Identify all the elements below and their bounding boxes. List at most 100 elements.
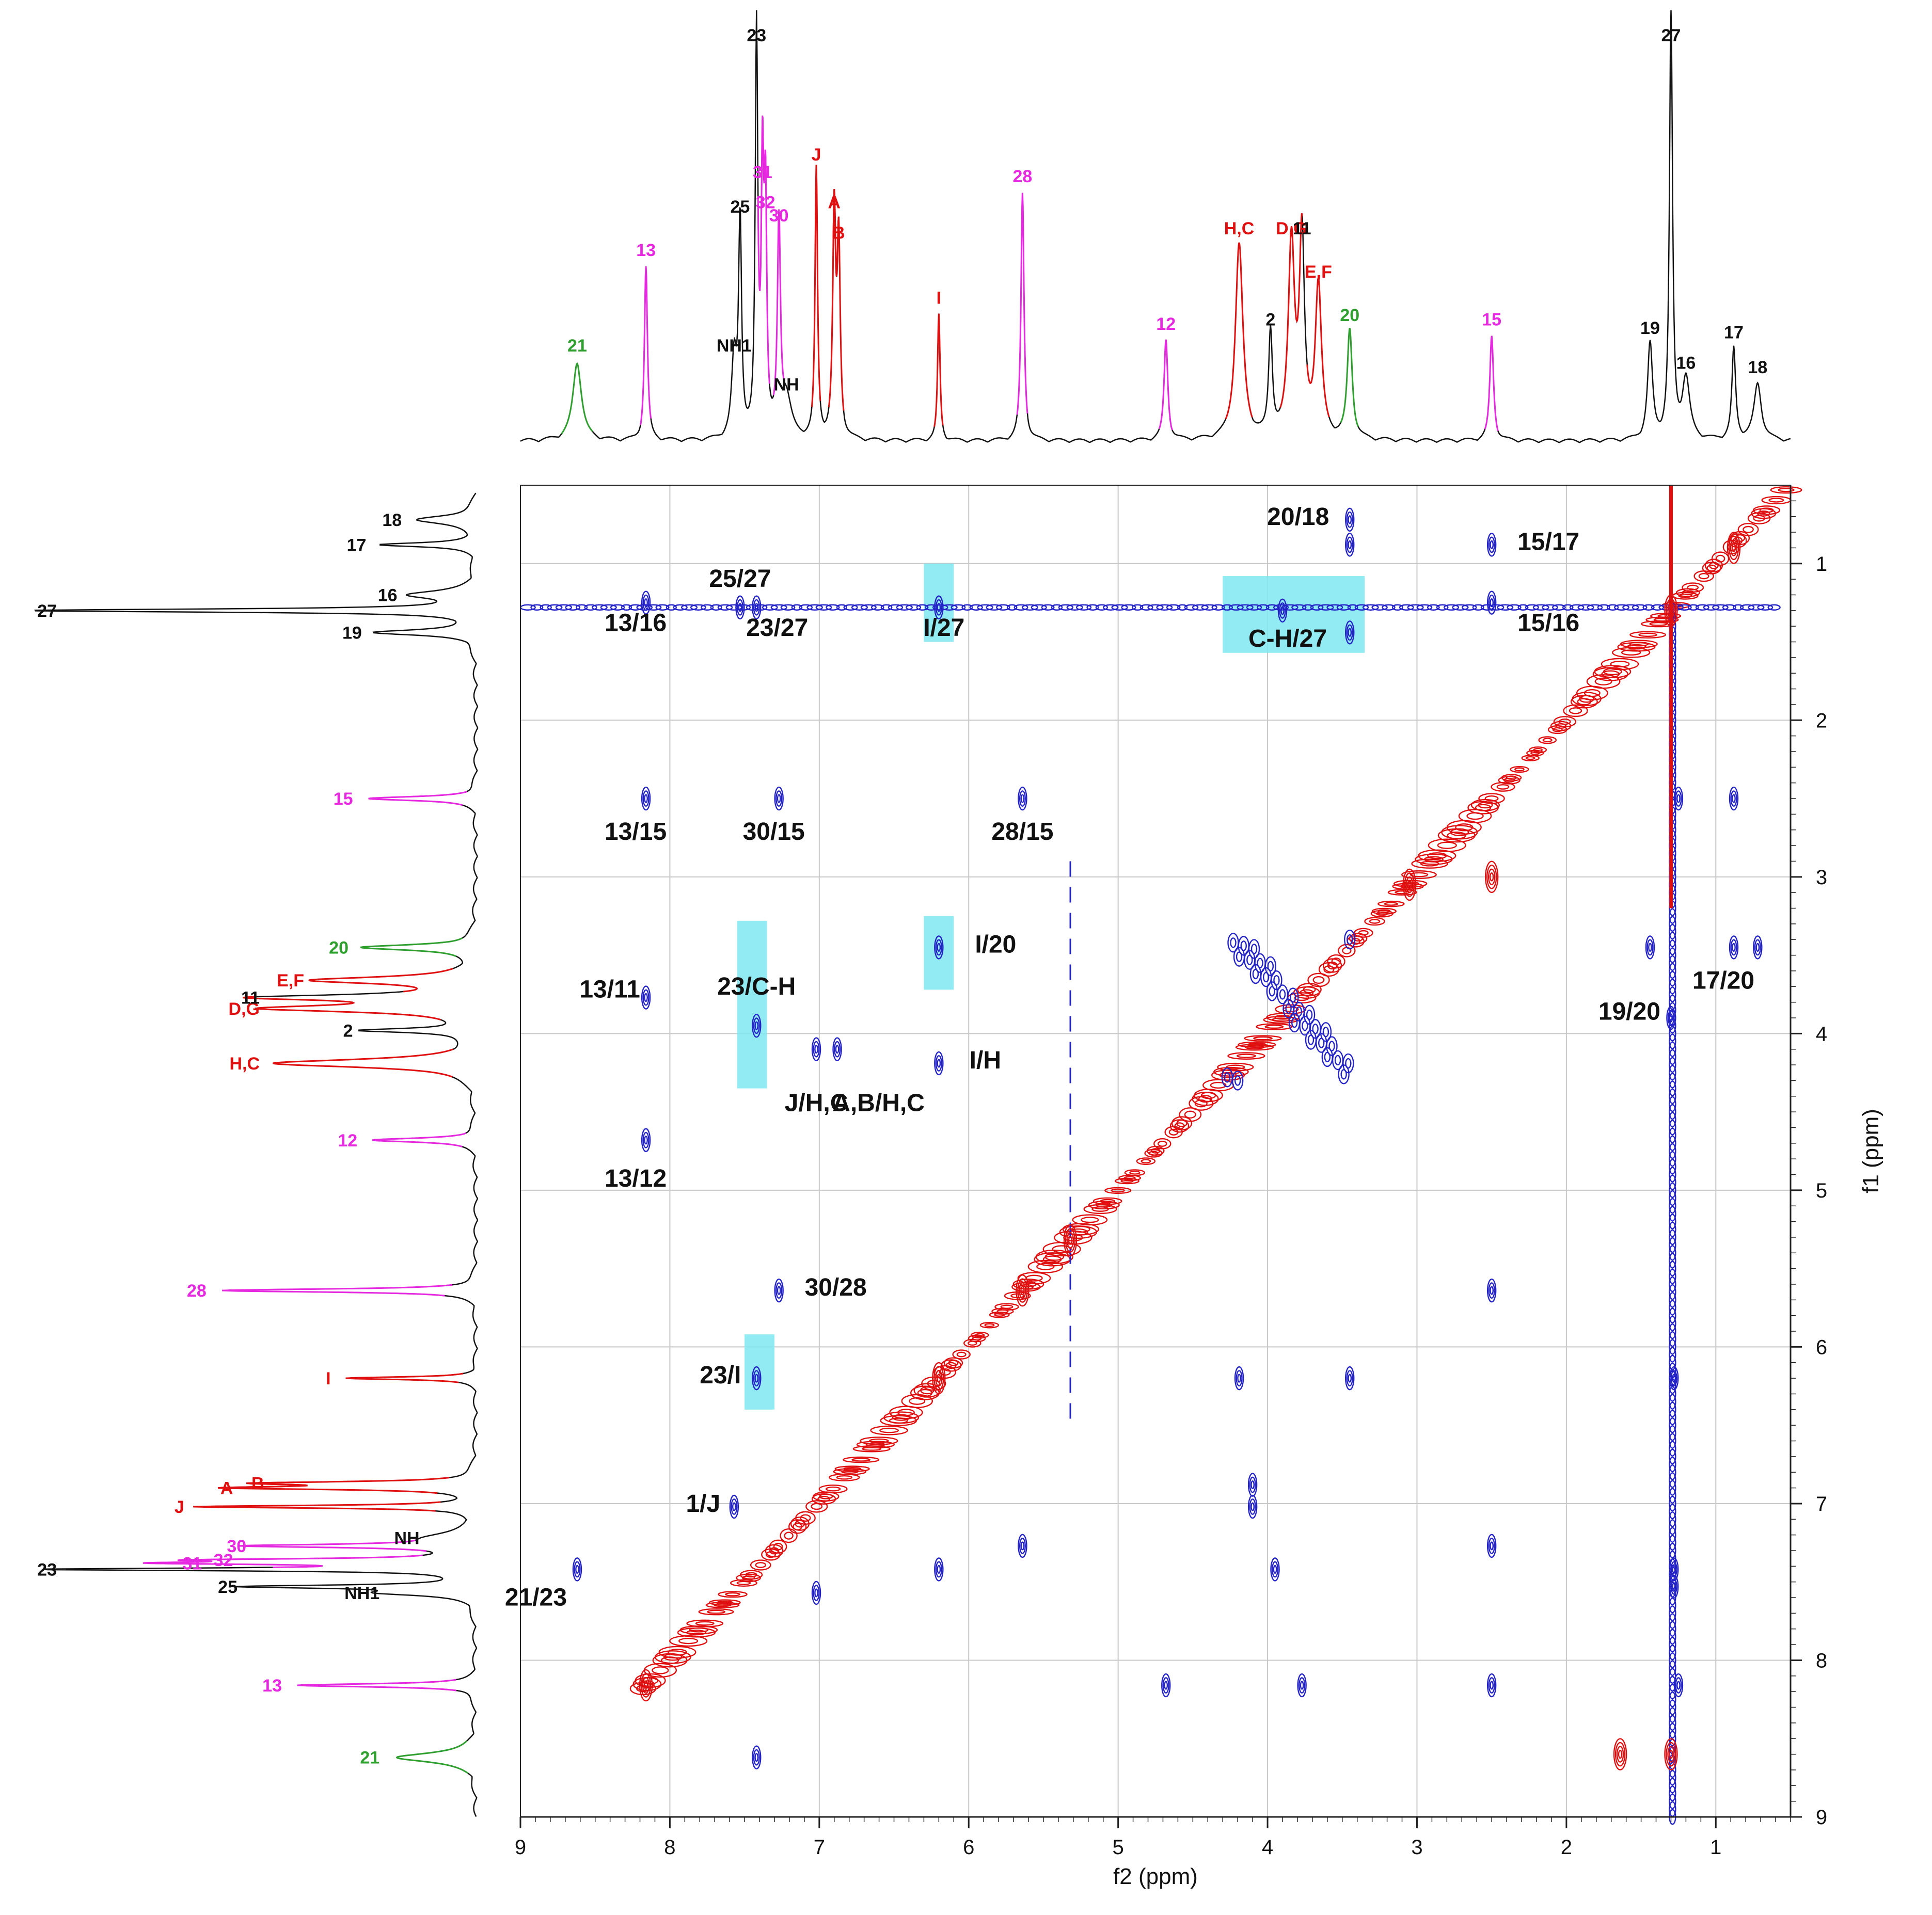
cross-peak-contour xyxy=(1237,1374,1241,1383)
vertical-ridge-contour xyxy=(1669,1268,1676,1285)
cross-peak-contour xyxy=(1675,790,1682,807)
left-peak-label: I xyxy=(326,1369,330,1389)
negative-peak-contour xyxy=(1664,594,1678,627)
ridge-contour xyxy=(1597,604,1610,611)
ridge-contour xyxy=(851,604,868,611)
diagonal-contour xyxy=(1235,1044,1274,1051)
cross-peak-contour xyxy=(1754,939,1761,956)
ridge-contour xyxy=(1748,604,1765,611)
diagonal-contour xyxy=(1547,725,1567,735)
cross-peak-contour xyxy=(736,599,743,616)
vertical-ridge-contour xyxy=(1669,1080,1676,1096)
crosspeak-label: 17/20 xyxy=(1692,967,1754,994)
y-tick-label: 5 xyxy=(1816,1179,1827,1202)
diagonal-contour xyxy=(952,1349,971,1360)
diagonal-contour xyxy=(1510,765,1529,773)
diagonal-contour xyxy=(1525,756,1535,760)
ridge-contour xyxy=(1184,604,1199,611)
cluster-contour xyxy=(1340,1069,1347,1080)
diagonal-contour xyxy=(1437,841,1457,849)
ridge-contour xyxy=(1651,604,1665,611)
negative-peak-contour xyxy=(1489,872,1494,882)
crosspeak-label: 13/15 xyxy=(605,818,667,845)
left-spectrum-trace xyxy=(34,492,479,1817)
vertical-ridge-contour xyxy=(1669,1057,1676,1073)
cluster-contour xyxy=(1236,951,1243,962)
cross-peak-contour xyxy=(1645,935,1655,960)
diagonal-contour xyxy=(1312,976,1325,984)
ridge-contour xyxy=(1606,604,1619,611)
negative-peak-contour xyxy=(1016,1274,1030,1307)
cross-peak-contour xyxy=(1673,786,1684,811)
cross-peak-contour xyxy=(1486,1278,1497,1303)
ridge-contour xyxy=(1362,604,1379,611)
diagonal-contour xyxy=(1751,508,1777,519)
cross-peak-contour xyxy=(1345,507,1355,532)
diagonal-contour xyxy=(841,1470,859,1474)
top-peak-label: NH xyxy=(774,375,799,394)
cross-peak-contour xyxy=(1346,624,1353,641)
left-peak-12 xyxy=(372,1132,466,1147)
vertical-ridge-contour xyxy=(1669,1206,1676,1222)
diagonal-contour xyxy=(705,1602,740,1608)
negative-peak-contour xyxy=(1667,1746,1675,1763)
crosspeak-label: 13/11 xyxy=(579,976,640,1003)
cluster-contour xyxy=(1257,957,1263,968)
vertical-ridge-contour xyxy=(1669,1260,1676,1276)
negative-peak-contour xyxy=(1728,535,1739,561)
ridge-contour xyxy=(896,604,913,611)
diagonal-contour xyxy=(1370,909,1393,918)
diagonal-contour xyxy=(1136,1157,1156,1166)
left-peak-label: NH xyxy=(394,1529,419,1549)
ridge-contour xyxy=(1228,604,1244,611)
diagonal-contour xyxy=(852,1445,891,1453)
diagonal-contour xyxy=(811,1503,823,1510)
top-peak-label: D,G xyxy=(1276,219,1307,238)
ridge-contour xyxy=(1166,604,1181,611)
cluster-contour xyxy=(1328,1041,1335,1051)
vertical-ridge-contour xyxy=(1669,986,1676,1002)
negative-peak-contour xyxy=(639,1669,653,1702)
cluster-contour xyxy=(1312,1024,1319,1034)
diagonal-contour xyxy=(1371,907,1397,915)
cross-peak-contour xyxy=(1732,943,1736,952)
diagonal-contour xyxy=(1118,1174,1142,1182)
diagonal-contour xyxy=(652,1666,669,1674)
diagonal-contour xyxy=(979,1321,1000,1329)
cross-peak-contour xyxy=(1669,1557,1679,1582)
ridge-contour xyxy=(1354,604,1369,611)
crosspeak-label: 15/16 xyxy=(1517,610,1579,637)
vertical-ridge-contour xyxy=(1669,994,1676,1010)
cross-peak-contour xyxy=(935,599,942,616)
diagonal-contour xyxy=(968,1334,986,1343)
cross-peak-contour xyxy=(1279,602,1286,619)
vertical-ridge-contour xyxy=(1669,1292,1676,1308)
diagonal-contour xyxy=(1401,870,1437,880)
cross-peak-contour xyxy=(777,794,781,803)
vertical-ridge-contour xyxy=(1669,1026,1676,1042)
vertical-ridge-contour xyxy=(1669,1488,1676,1504)
diagonal-contour xyxy=(1376,911,1388,916)
left-peak-D,G xyxy=(243,996,441,1021)
vertical-ridge-contour xyxy=(1669,1354,1676,1370)
cross-peak-contour xyxy=(1488,1282,1495,1299)
vertical-ridge-contour xyxy=(1669,1033,1676,1049)
ridge-contour xyxy=(1703,604,1720,611)
vertical-ridge-contour xyxy=(1669,1237,1676,1253)
negative-peak-contour xyxy=(1065,1228,1076,1253)
cross-peak-contour xyxy=(754,1753,759,1762)
negative-peak-contour xyxy=(1017,1278,1028,1303)
ridge-contour xyxy=(1443,604,1460,611)
vertical-ridge-contour xyxy=(1669,1127,1676,1143)
cross-peak-contour xyxy=(1646,939,1654,956)
ridge-contour xyxy=(880,604,893,611)
vertical-ridge-contour xyxy=(1669,1495,1676,1512)
ridge-contour xyxy=(1632,604,1648,611)
diagonal-contour xyxy=(725,1592,740,1597)
vertical-ridge-contour xyxy=(1669,939,1676,955)
ridge-contour xyxy=(1211,604,1225,611)
x-tick-label: 7 xyxy=(814,1836,825,1859)
ridge-contour xyxy=(906,604,922,611)
cluster-contour xyxy=(1231,1071,1244,1091)
